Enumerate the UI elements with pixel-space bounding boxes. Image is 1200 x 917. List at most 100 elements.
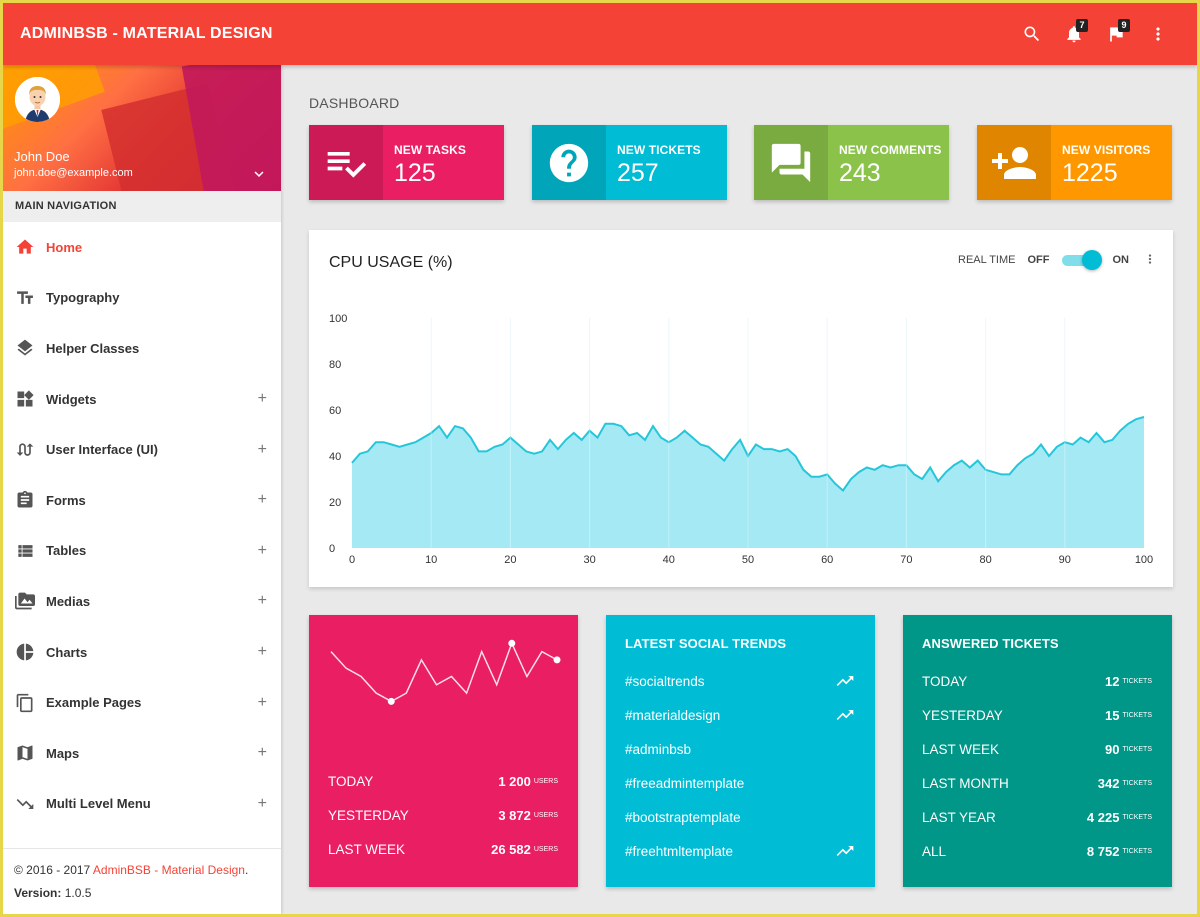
swap-calls-icon	[14, 439, 36, 461]
search-button[interactable]	[1011, 14, 1053, 54]
sidebar-item-label: Typography	[46, 290, 120, 306]
search-icon	[1024, 26, 1040, 42]
ticket-row[interactable]: LAST WEEK 90 TICKETS	[922, 741, 1152, 757]
sidebar-item-label: Example Pages	[46, 695, 142, 711]
sidebar-item-label: Tables	[46, 543, 87, 559]
app-frame: ADMINBSB - MATERIAL DESIGN 7 9	[3, 3, 1197, 914]
info-box-new-visitors[interactable]: NEW VISITORS 1225	[977, 125, 1172, 200]
sidebar-item-helper-classes[interactable]: Helper Classes	[3, 323, 281, 374]
sidebar-item-typography[interactable]: Typography	[3, 273, 281, 324]
trend-row[interactable]: #bootstraptemplate	[625, 809, 741, 825]
user-info-panel: John Doe john.doe@example.com	[3, 65, 281, 191]
info-box-new-tasks[interactable]: NEW TASKS 125	[309, 125, 504, 200]
sidebar-item-forms[interactable]: Forms +	[3, 475, 281, 526]
info-boxes: NEW TASKS 125 NEW TICKETS 257 NEW COMM	[309, 125, 1173, 200]
info-box-new-comments[interactable]: NEW COMMENTS 243	[754, 125, 949, 200]
realtime-label: REAL TIME	[958, 254, 1016, 266]
copyright-link[interactable]: AdminBSB - Material Design	[92, 863, 245, 877]
y-tick-label: 60	[329, 405, 341, 417]
home-icon	[14, 236, 36, 258]
sparkline-line	[330, 641, 558, 703]
trend-row[interactable]: #freehtmltemplate	[625, 841, 855, 861]
sidebar-item-label: Multi Level Menu	[46, 796, 151, 812]
expand-icon: +	[257, 643, 267, 661]
trend-row[interactable]: #freeadmintemplate	[625, 775, 745, 791]
top-navbar: ADMINBSB - MATERIAL DESIGN 7 9	[3, 3, 1197, 65]
card-title: LATEST SOCIAL TRENDS	[625, 636, 787, 651]
expand-icon: +	[257, 592, 267, 610]
sidebar-item-maps[interactable]: Maps +	[3, 728, 281, 779]
sidebar-item-label: Charts	[46, 644, 88, 660]
person-add-icon	[977, 125, 1051, 200]
sidebar-item-label: Home	[46, 239, 83, 255]
x-tick-label: 50	[742, 554, 754, 566]
trend-row[interactable]: #adminbsb	[625, 741, 692, 757]
sidebar-item-medias[interactable]: Medias +	[3, 576, 281, 627]
stat-row-today[interactable]: TODAY 1 200 USERS	[328, 773, 558, 789]
answered-tickets-card: ANSWERED TICKETS TODAY 12 TICKETS YESTERD…	[903, 615, 1172, 887]
sidebar-item-home[interactable]: Home	[3, 222, 281, 273]
stat-row-last-week[interactable]: LAST WEEK 26 582 USERS	[328, 841, 558, 857]
info-box-new-tickets[interactable]: NEW TICKETS 257	[532, 125, 727, 200]
ticket-row[interactable]: YESTERDAY 15 TICKETS	[922, 707, 1152, 723]
sparkline-point	[508, 639, 516, 647]
avatar[interactable]	[15, 77, 60, 122]
trend-row[interactable]: #materialdesign	[625, 705, 855, 725]
content-copy-icon	[14, 692, 36, 714]
ticket-row[interactable]: LAST MONTH 342 TICKETS	[922, 775, 1152, 791]
info-box-label: NEW COMMENTS	[839, 143, 942, 157]
sidebar-item-widgets[interactable]: Widgets +	[3, 374, 281, 425]
ticket-row[interactable]: LAST YEAR 4 225 TICKETS	[922, 809, 1152, 825]
info-box-value: 243	[839, 159, 881, 187]
forum-icon	[754, 125, 828, 200]
tasks-badge: 9	[1118, 19, 1130, 32]
perm-media-icon	[14, 590, 36, 612]
sidebar-item-label: Widgets	[46, 391, 97, 407]
expand-icon: +	[257, 541, 267, 559]
more-options-button[interactable]	[1137, 14, 1179, 54]
tasks-button[interactable]: 9	[1095, 14, 1137, 54]
card-menu-button[interactable]	[1143, 252, 1157, 269]
x-tick-label: 100	[1135, 554, 1153, 566]
sidebar-item-charts[interactable]: Charts +	[3, 627, 281, 678]
cpu-usage-chart: 0 20 40 60 80 100 0 10 20 30 40 50 60 70 80 90 100	[329, 313, 1153, 566]
y-tick-label: 80	[329, 359, 341, 371]
sidebar-item-example-pages[interactable]: Example Pages +	[3, 677, 281, 728]
ticket-row[interactable]: TODAY 12 TICKETS	[922, 673, 1152, 689]
y-tick-label: 20	[329, 497, 341, 509]
sparkline-point	[387, 697, 395, 705]
top-actions: 7 9	[1011, 14, 1179, 54]
widgets-icon	[14, 388, 36, 410]
y-tick-label: 0	[329, 543, 335, 555]
card-title: ANSWERED TICKETS	[922, 636, 1059, 651]
playlist-check-icon	[309, 125, 383, 200]
sidebar-item-multi-level-menu[interactable]: Multi Level Menu +	[3, 779, 281, 830]
more-vert-icon	[1156, 27, 1160, 41]
sidebar-footer: © 2016 - 2017 AdminBSB - Material Design…	[3, 848, 281, 914]
info-box-label: NEW TASKS	[394, 143, 467, 157]
assignment-icon	[14, 489, 36, 511]
info-box-label: NEW TICKETS	[617, 143, 701, 157]
left-sidebar: John Doe john.doe@example.com MAIN NAVIG…	[3, 65, 281, 914]
trending-down-icon	[14, 793, 36, 815]
ticket-row[interactable]: ALL 8 752 TICKETS	[922, 843, 1152, 859]
version: Version: 1.0.5	[14, 886, 92, 900]
x-tick-label: 10	[425, 554, 437, 566]
x-tick-label: 70	[900, 554, 912, 566]
notifications-button[interactable]: 7	[1053, 14, 1095, 54]
brand-title[interactable]: ADMINBSB - MATERIAL DESIGN	[20, 25, 273, 42]
realtime-control: REAL TIME OFF ON	[958, 250, 1157, 270]
sidebar-item-tables[interactable]: Tables +	[3, 526, 281, 577]
user-name[interactable]: John Doe	[14, 149, 70, 164]
sparkline-point	[553, 656, 561, 664]
realtime-toggle[interactable]	[1061, 250, 1104, 270]
info-box-label: NEW VISITORS	[1062, 143, 1151, 157]
sidebar-item-user-interface[interactable]: User Interface (UI) +	[3, 424, 281, 475]
online-users-sparkline	[330, 639, 561, 705]
trend-row[interactable]: #socialtrends	[625, 671, 855, 691]
stat-row-yesterday[interactable]: YESTERDAY 3 872 USERS	[328, 807, 558, 823]
expand-icon: +	[257, 744, 267, 762]
user-menu-toggle[interactable]	[250, 165, 268, 188]
page-title: DASHBOARD	[309, 95, 400, 111]
online-users-card: TODAY 1 200 USERS YESTERDAY 3 872 USERS LA…	[309, 615, 578, 887]
